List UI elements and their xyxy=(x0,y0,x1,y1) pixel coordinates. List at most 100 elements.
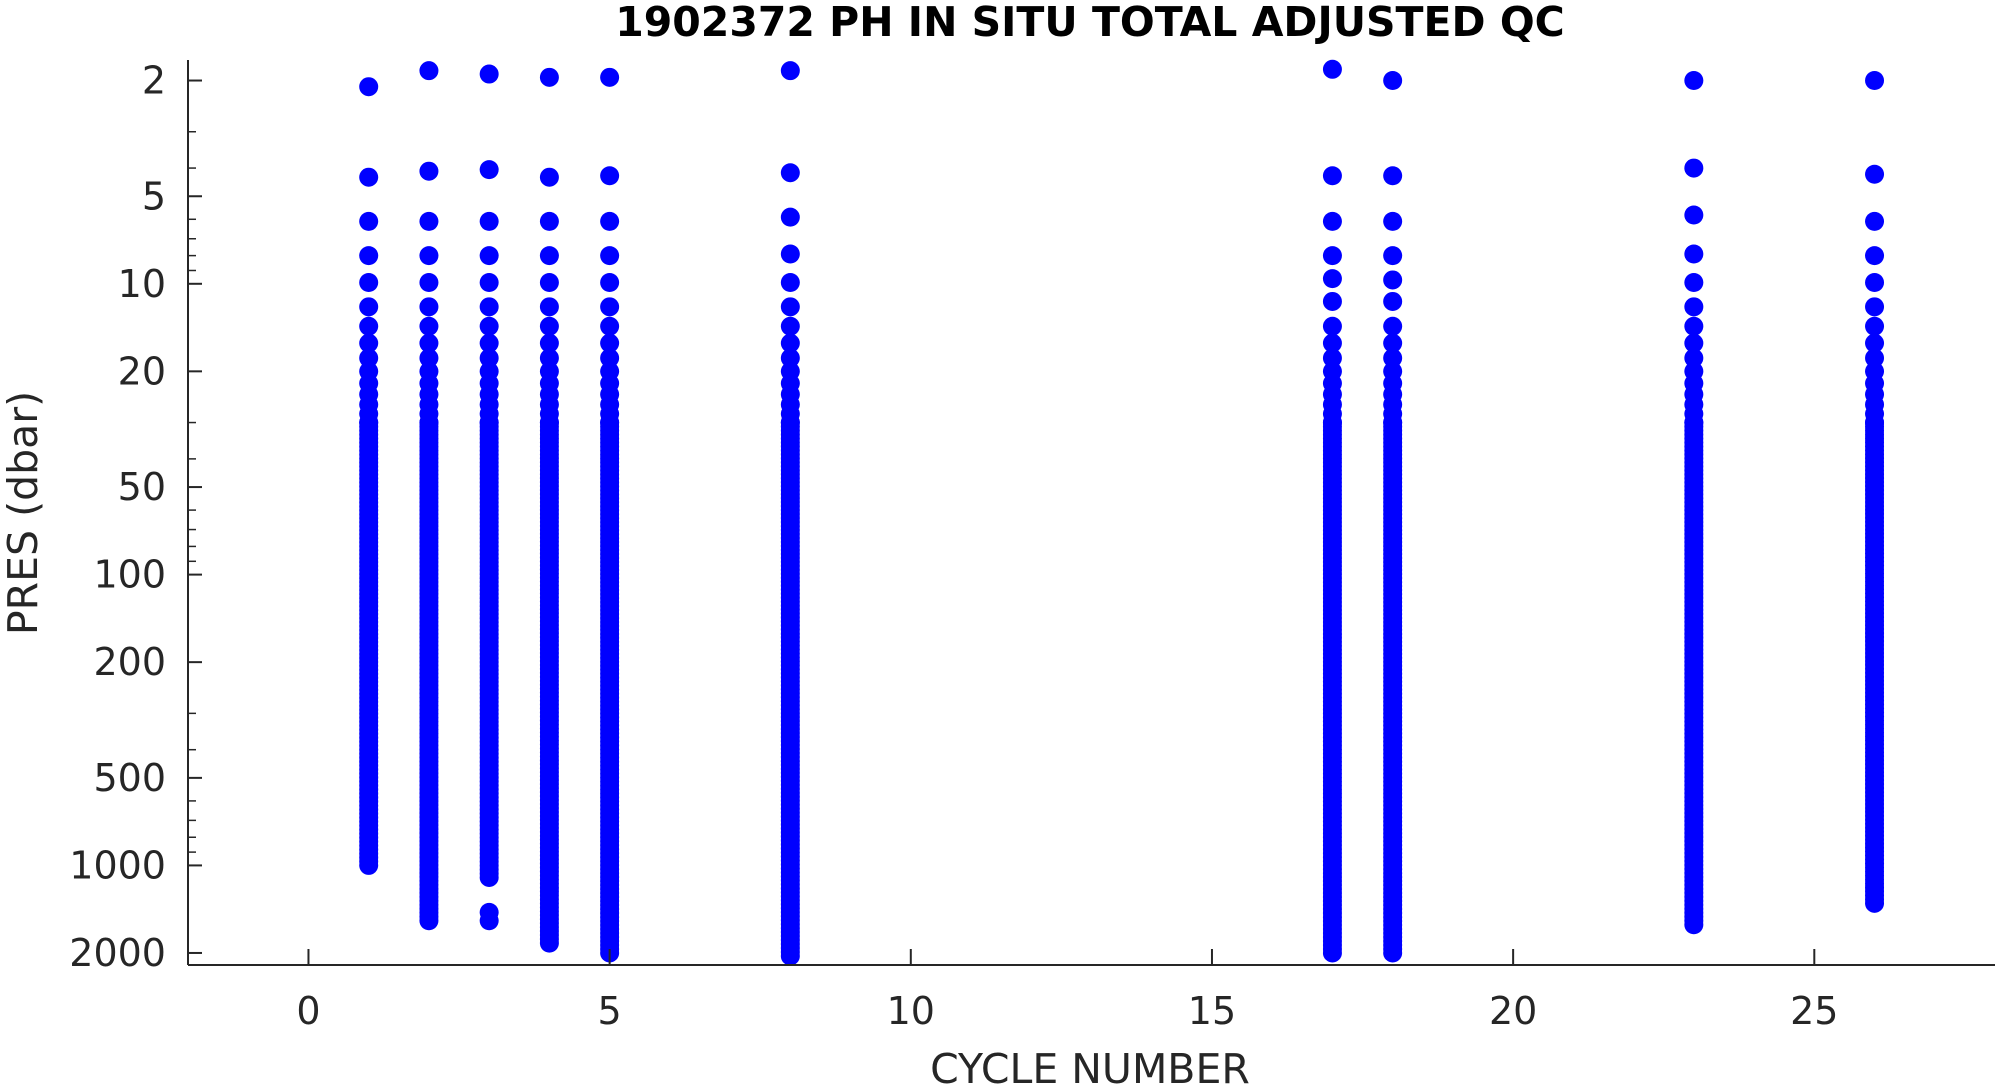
data-point xyxy=(1383,291,1403,311)
data-point xyxy=(1383,348,1403,368)
data-point xyxy=(780,163,800,183)
data-point xyxy=(1684,273,1704,293)
data-point xyxy=(600,273,620,293)
data-point xyxy=(1383,270,1403,290)
y-tick-label: 100 xyxy=(93,553,166,597)
data-point xyxy=(1865,246,1885,266)
x-axis-label: CYCLE NUMBER xyxy=(930,1045,1250,1088)
data-point xyxy=(539,333,559,353)
data-point xyxy=(1322,59,1342,79)
data-point xyxy=(419,246,439,266)
data-point xyxy=(359,333,379,353)
data-point xyxy=(1684,297,1704,317)
y-tick-label: 10 xyxy=(118,262,166,306)
data-point xyxy=(1322,211,1342,231)
data-point xyxy=(359,273,379,293)
data-point xyxy=(539,167,559,187)
y-tick-label: 5 xyxy=(142,174,166,218)
data-point xyxy=(539,273,559,293)
data-point xyxy=(359,77,379,97)
data-point xyxy=(1684,316,1704,336)
data-point xyxy=(479,160,499,180)
profile-cycle-4 xyxy=(539,67,559,953)
y-tick-label: 50 xyxy=(118,465,166,509)
data-point xyxy=(780,348,800,368)
data-point xyxy=(1865,211,1885,231)
data-point xyxy=(479,333,499,353)
data-point xyxy=(1865,71,1885,91)
data-point xyxy=(539,297,559,317)
data-point xyxy=(600,211,620,231)
data-point xyxy=(780,207,800,227)
data-point xyxy=(479,246,499,266)
data-point xyxy=(359,316,379,336)
data-point xyxy=(1322,269,1342,289)
data-point xyxy=(479,273,499,293)
x-tick-label: 0 xyxy=(296,989,320,1033)
data-point xyxy=(1865,893,1885,913)
chart-title: 1902372 PH IN SITU TOTAL ADJUSTED QC xyxy=(615,0,1565,46)
data-point xyxy=(1684,244,1704,264)
data-point xyxy=(1322,246,1342,266)
x-tick-label: 20 xyxy=(1489,989,1537,1033)
data-point xyxy=(359,855,379,875)
data-point xyxy=(359,211,379,231)
data-point xyxy=(1865,316,1885,336)
x-tick-label: 15 xyxy=(1188,989,1236,1033)
data-point xyxy=(780,333,800,353)
data-point xyxy=(539,211,559,231)
data-point xyxy=(1383,71,1403,91)
data-point xyxy=(1322,291,1342,311)
profile-cycle-1 xyxy=(359,77,379,875)
data-point xyxy=(419,273,439,293)
data-point xyxy=(600,246,620,266)
data-point xyxy=(600,348,620,368)
data-point xyxy=(600,166,620,186)
y-tick-label: 2 xyxy=(142,59,166,103)
data-point xyxy=(419,333,439,353)
x-tick-label: 25 xyxy=(1790,989,1838,1033)
data-point xyxy=(780,61,800,81)
data-point xyxy=(1865,333,1885,353)
data-point xyxy=(1322,333,1342,353)
data-markers xyxy=(359,59,1885,966)
data-point xyxy=(539,348,559,368)
y-axis-label: PRES (dbar) xyxy=(0,391,47,635)
profile-cycle-18 xyxy=(1383,71,1403,963)
data-point xyxy=(1684,205,1704,225)
x-tick-label: 10 xyxy=(887,989,935,1033)
profile-cycle-5 xyxy=(600,67,620,963)
data-point xyxy=(1322,166,1342,186)
x-tick-label: 5 xyxy=(598,989,622,1033)
data-point xyxy=(419,297,439,317)
data-point xyxy=(1383,246,1403,266)
data-point xyxy=(1684,71,1704,91)
profile-cycle-3 xyxy=(479,64,499,931)
data-point xyxy=(419,911,439,931)
data-point xyxy=(1383,166,1403,186)
y-tick-label: 2000 xyxy=(69,931,166,975)
data-point xyxy=(1322,348,1342,368)
data-point xyxy=(1383,316,1403,336)
data-point xyxy=(539,67,559,87)
data-point xyxy=(1865,164,1885,184)
data-point xyxy=(539,316,559,336)
data-point xyxy=(539,246,559,266)
data-point xyxy=(1865,273,1885,293)
data-point xyxy=(1865,297,1885,317)
y-tick-label: 500 xyxy=(93,756,166,800)
data-point xyxy=(479,348,499,368)
data-point xyxy=(1322,943,1342,963)
y-tick-label: 1000 xyxy=(69,843,166,887)
data-point xyxy=(419,61,439,81)
profile-cycle-2 xyxy=(419,61,439,931)
y-axis-ticks: 2 5 10 20 50 100 200 500 1000 2000 xyxy=(69,59,202,975)
data-point xyxy=(359,297,379,317)
data-point xyxy=(479,64,499,84)
data-point xyxy=(600,67,620,87)
data-point xyxy=(479,316,499,336)
data-point xyxy=(1383,211,1403,231)
profile-cycle-26 xyxy=(1865,71,1885,913)
profile-cycle-8 xyxy=(780,61,800,966)
